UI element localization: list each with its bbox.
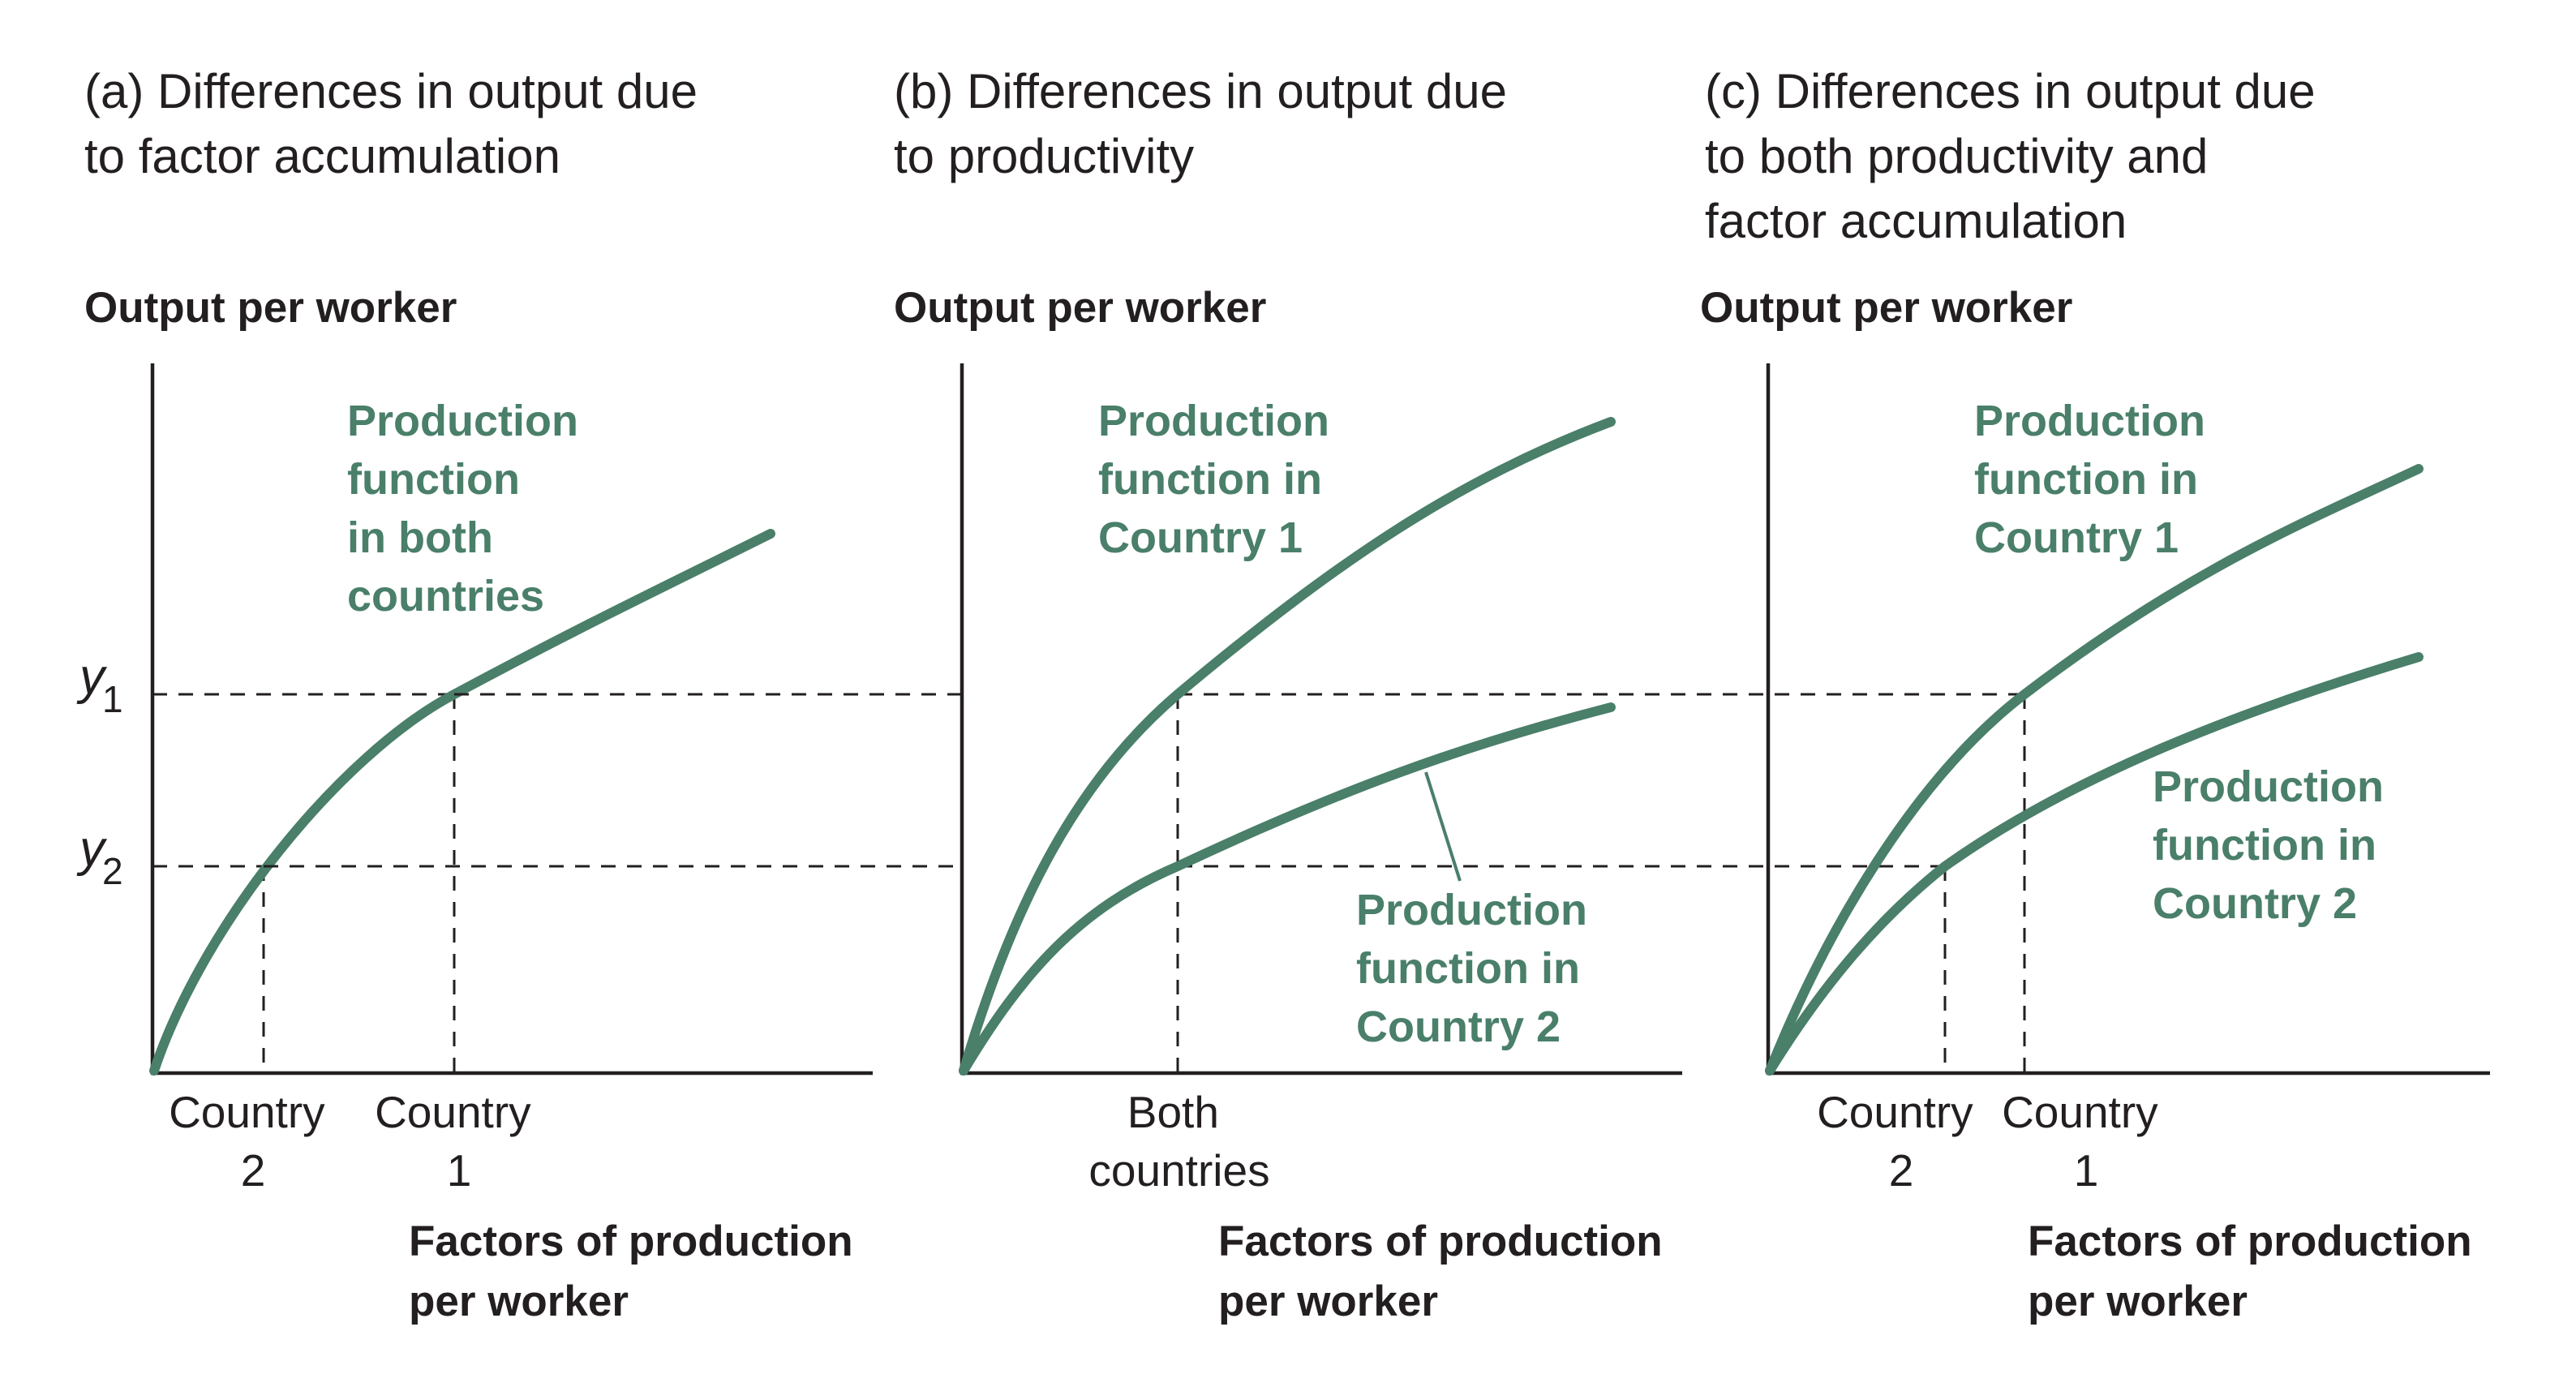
panel-c-country-2-label: Production function in Country 2 [2153,762,2396,928]
svg-text:y: y [76,821,108,877]
tick-country-2-c: Country 2 [1817,1087,1986,1196]
svg-text:1: 1 [102,678,123,720]
tick-country-2: Country 2 [169,1087,337,1196]
production-function-both-curve [149,529,775,1076]
tick-country-1: Country 1 [375,1087,543,1196]
tick-country-1-c: Country 1 [2002,1087,2170,1196]
panel-b-country-1-label: Production function in Country 1 [1098,397,1342,562]
y2-label: y 2 [76,821,123,892]
panel-c-y-axis-title: Output per worker [1700,284,2072,332]
panel-a-caption: (a) Differences in output due to factor … [84,64,711,183]
panel-c: (c) Differences in output due to both pr… [1700,64,2490,1325]
panel-a-x-axis-title: Factors of production per worker [409,1217,865,1325]
panel-b-caption: (b) Differences in output due to product… [894,64,1521,183]
panel-b-country-2-label: Production function in Country 2 [1356,886,1599,1051]
production-function-country-2-curve-c [1765,652,2424,1076]
production-function-country-1-curve [959,417,1616,1076]
panel-c-country-1-label: Production function in Country 1 [1974,397,2218,562]
production-function-country-1-curve-c [1765,464,2424,1076]
panel-b: (b) Differences in output due to product… [894,64,1682,1325]
svg-text:y: y [76,649,108,705]
country-2-leader-line [1424,771,1462,882]
panel-c-caption: (c) Differences in output due to both pr… [1705,64,2329,248]
tick-both-countries: Both countries [1088,1087,1269,1196]
panel-c-x-axis-title: Factors of production per worker [2028,1217,2484,1325]
panel-a-y-axis-title: Output per worker [84,284,457,332]
panel-a: (a) Differences in output due to factor … [76,64,873,1325]
svg-text:2: 2 [102,850,123,892]
y1-label: y 1 [76,649,123,720]
panel-b-y-axis-title: Output per worker [894,284,1266,332]
production-function-country-2-curve [959,702,1616,1076]
panel-a-curve-label: Production function in both countries [347,397,590,620]
panel-b-x-axis-title: Factors of production per worker [1218,1217,1674,1325]
